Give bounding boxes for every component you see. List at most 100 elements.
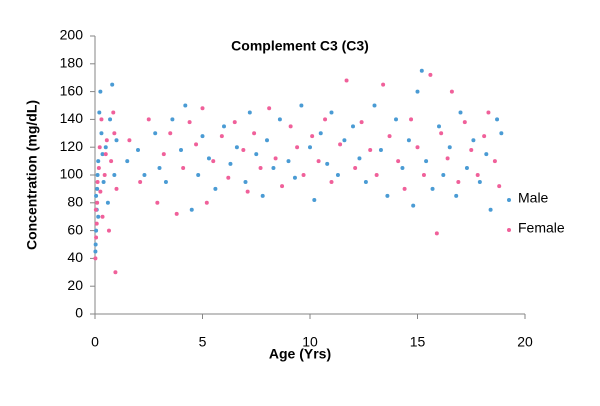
point xyxy=(409,117,414,122)
point xyxy=(95,200,100,205)
point xyxy=(138,179,143,184)
point xyxy=(342,138,347,143)
point xyxy=(329,179,334,184)
y-tick-label: 200 xyxy=(60,27,84,43)
point xyxy=(445,156,450,161)
point xyxy=(97,110,102,115)
point xyxy=(454,193,459,198)
chart-title: Complement C3 (C3) xyxy=(231,38,369,54)
point xyxy=(323,117,328,122)
point xyxy=(400,166,405,171)
point xyxy=(387,134,392,139)
point xyxy=(295,145,300,150)
point xyxy=(396,159,401,164)
point xyxy=(142,173,147,177)
point xyxy=(108,117,113,122)
point xyxy=(94,228,99,233)
point xyxy=(308,145,312,150)
y-tick-label: 80 xyxy=(67,194,83,210)
point xyxy=(292,175,297,180)
point xyxy=(99,117,104,122)
point xyxy=(406,138,411,143)
point xyxy=(103,152,108,157)
y-tick-label: 20 xyxy=(67,277,83,293)
point xyxy=(421,173,426,177)
point xyxy=(136,147,140,152)
point xyxy=(458,110,463,115)
point xyxy=(93,249,98,254)
point xyxy=(428,72,433,77)
point xyxy=(93,256,98,261)
point xyxy=(146,117,151,122)
point xyxy=(318,131,323,136)
point xyxy=(437,124,441,129)
point xyxy=(101,179,106,184)
point xyxy=(374,173,379,177)
point xyxy=(241,147,246,152)
point xyxy=(344,78,349,83)
legend-marker xyxy=(507,198,511,202)
point xyxy=(196,173,201,177)
point xyxy=(94,193,99,198)
point xyxy=(106,228,111,233)
y-tick-label: 160 xyxy=(60,82,84,98)
point xyxy=(189,207,194,212)
point xyxy=(499,131,504,136)
point xyxy=(286,159,291,164)
point xyxy=(316,159,321,164)
point xyxy=(234,145,239,150)
point xyxy=(475,173,480,177)
point xyxy=(359,120,364,125)
point xyxy=(338,142,343,147)
point xyxy=(204,200,209,205)
point xyxy=(111,110,116,115)
point xyxy=(114,186,119,191)
point xyxy=(181,166,186,171)
point xyxy=(381,82,386,87)
point xyxy=(94,235,99,240)
point xyxy=(96,166,101,171)
point xyxy=(265,138,269,143)
legend-label: Female xyxy=(518,220,565,236)
point xyxy=(477,179,482,184)
y-axis-label: Concentration (mg/dL) xyxy=(24,100,40,250)
point xyxy=(353,166,358,171)
legend-label: Male xyxy=(518,190,549,206)
point xyxy=(114,138,119,143)
legend-marker xyxy=(507,228,511,232)
point xyxy=(351,124,355,129)
point xyxy=(462,120,467,125)
point xyxy=(469,147,474,152)
point xyxy=(110,82,115,87)
point xyxy=(113,270,118,275)
point xyxy=(495,117,500,122)
point xyxy=(157,166,162,171)
point xyxy=(424,159,429,164)
point xyxy=(96,214,101,219)
point xyxy=(394,117,398,122)
point xyxy=(464,166,469,171)
point xyxy=(228,161,233,166)
point xyxy=(200,134,205,139)
point xyxy=(194,142,199,147)
x-tick-label: 10 xyxy=(302,334,318,350)
point xyxy=(97,145,102,150)
point xyxy=(245,189,250,194)
point xyxy=(430,186,435,191)
point xyxy=(211,159,216,164)
x-tick-label: 0 xyxy=(91,334,99,350)
point xyxy=(161,152,166,157)
y-tick-label: 40 xyxy=(67,249,83,265)
point xyxy=(267,106,272,111)
point xyxy=(232,120,237,125)
point xyxy=(98,189,103,194)
point xyxy=(213,186,218,191)
point xyxy=(486,110,491,115)
point xyxy=(153,131,158,136)
point xyxy=(378,147,383,152)
y-tick-label: 120 xyxy=(60,138,84,154)
point xyxy=(96,159,101,164)
point xyxy=(219,134,224,139)
x-axis-label: Age (Yrs) xyxy=(269,346,331,362)
